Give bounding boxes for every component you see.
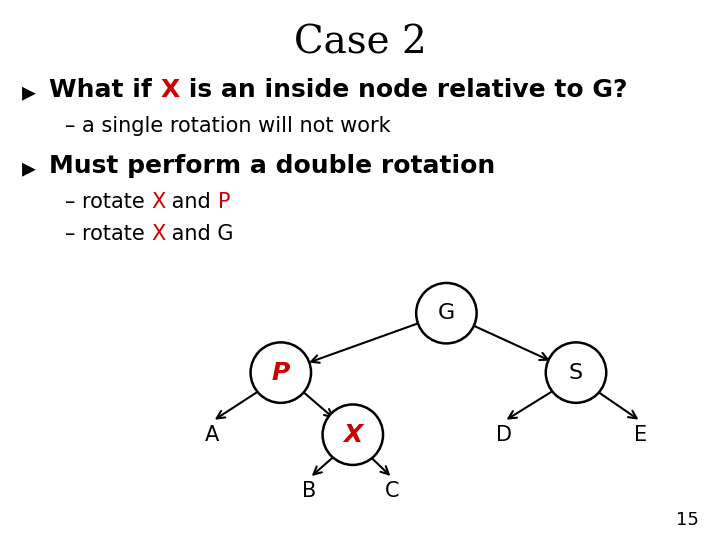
Text: 15: 15 (675, 511, 698, 529)
Ellipse shape (251, 342, 311, 403)
Text: ▸: ▸ (22, 78, 35, 106)
Text: and G: and G (166, 224, 234, 244)
Text: Must perform a double rotation: Must perform a double rotation (49, 154, 495, 178)
Text: E: E (634, 424, 647, 445)
Text: X: X (151, 224, 166, 244)
Text: and: and (166, 192, 218, 212)
Text: D: D (496, 424, 512, 445)
Text: G: G (438, 303, 455, 323)
Text: P: P (218, 192, 230, 212)
Ellipse shape (546, 342, 606, 403)
Text: A: A (205, 424, 220, 445)
Text: What if: What if (49, 78, 161, 102)
Text: S: S (569, 362, 583, 383)
Ellipse shape (323, 404, 383, 465)
Text: C: C (385, 481, 400, 502)
Text: is an inside node relative to G?: is an inside node relative to G? (180, 78, 627, 102)
Text: B: B (302, 481, 317, 502)
Text: Case 2: Case 2 (294, 24, 426, 62)
Text: – rotate: – rotate (65, 192, 151, 212)
Text: P: P (271, 361, 290, 384)
Text: ▸: ▸ (22, 154, 35, 182)
Text: X: X (151, 192, 166, 212)
Text: – a single rotation will not work: – a single rotation will not work (65, 116, 390, 136)
Text: – rotate: – rotate (65, 224, 151, 244)
Text: X: X (161, 78, 180, 102)
Text: X: X (343, 423, 362, 447)
Ellipse shape (416, 283, 477, 343)
